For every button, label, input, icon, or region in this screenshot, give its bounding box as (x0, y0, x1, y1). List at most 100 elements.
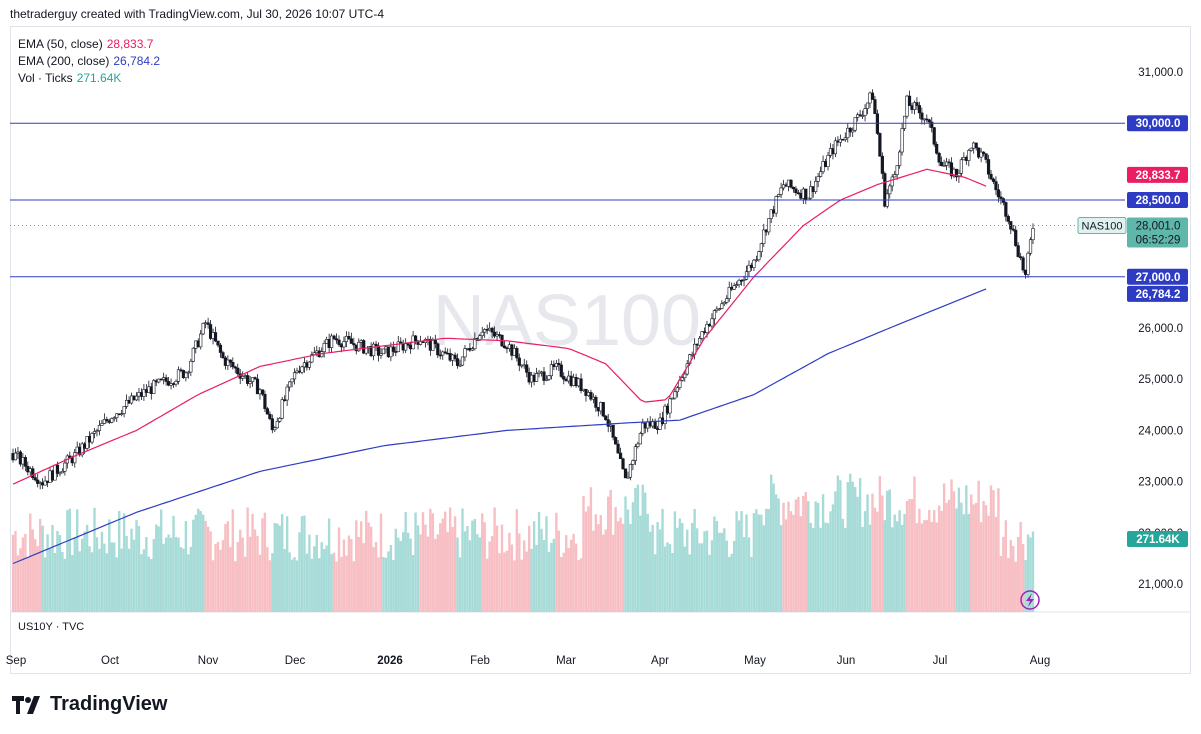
candle-body (226, 359, 230, 366)
candle-body (364, 347, 368, 354)
volume-bar (466, 525, 469, 612)
volume-bar (644, 492, 647, 612)
volume-bar (918, 508, 921, 612)
volume-bar (258, 554, 262, 612)
volume-bar (972, 504, 975, 612)
legend-ema200[interactable]: EMA (200, close) 26,784.2 (18, 53, 160, 70)
volume-bar (488, 541, 491, 612)
candle-body (991, 178, 996, 182)
volume-bar (34, 539, 37, 612)
candle-body (917, 105, 921, 114)
volume-bar (234, 561, 237, 612)
volume-bar (127, 548, 131, 612)
candle-body (310, 354, 314, 363)
volume-bar (856, 496, 859, 612)
candle-body (747, 264, 751, 273)
candle-body (347, 335, 351, 340)
candle-body (944, 161, 949, 166)
legend-volume[interactable]: Vol · Ticks 271.64K (18, 70, 160, 87)
candle-body (460, 356, 465, 366)
volume-bar (527, 525, 531, 612)
volume-bar (271, 553, 274, 612)
candle-body (843, 137, 847, 140)
volume-bar (305, 553, 309, 612)
candle-body (710, 318, 714, 327)
volume-bar (947, 499, 951, 612)
volume-bar (98, 548, 101, 612)
candle-body (999, 196, 1003, 199)
volume-bar (436, 534, 439, 612)
volume-bar (43, 557, 47, 612)
volume-bar (965, 485, 968, 612)
candle-body (791, 186, 796, 190)
volume-bar (955, 508, 958, 612)
lightning-icon-bolt (1026, 593, 1034, 607)
volume-bar (1029, 537, 1032, 612)
volume-bar (878, 476, 882, 612)
volume-bar (555, 512, 558, 612)
volume-bar (471, 520, 474, 612)
candle-body (994, 181, 998, 191)
x-axis-label: 2026 (377, 655, 403, 667)
volume-bar (273, 522, 276, 612)
volume-bar (78, 551, 81, 612)
volume-bar (992, 490, 995, 612)
volume-bar (607, 496, 610, 612)
volume-bar (604, 529, 607, 612)
volume-bar (330, 554, 333, 612)
x-axis-label: Feb (470, 655, 490, 667)
candle-body (774, 196, 778, 214)
volume-bar (952, 491, 956, 612)
volume-bar (646, 513, 649, 612)
legend-ema50[interactable]: EMA (50, close) 28,833.7 (18, 36, 160, 53)
candle-body (389, 346, 393, 358)
volume-bar (752, 513, 756, 612)
candle-body (1014, 229, 1018, 246)
volume-bar (974, 502, 978, 612)
candle-body (737, 279, 741, 285)
candle-body (905, 95, 909, 117)
volume-bar (693, 509, 696, 612)
candle-body (233, 366, 237, 369)
volume-bar (308, 534, 311, 612)
volume-bar (379, 513, 383, 612)
volume-bar (362, 543, 365, 612)
volume-bar (599, 515, 602, 612)
candle-body (13, 452, 18, 461)
candle-body (925, 118, 929, 121)
volume-bar (192, 519, 195, 612)
volume-bar (187, 554, 190, 612)
indicator-legend: EMA (50, close) 28,833.7 EMA (200, close)… (18, 36, 160, 87)
volume-bar (216, 542, 220, 612)
candle-body (752, 259, 756, 268)
candle-body (789, 179, 793, 188)
volume-bar (14, 530, 17, 612)
candle-body (937, 152, 941, 163)
volume-bar (421, 512, 425, 612)
volume-bar (589, 487, 593, 612)
candle-body (332, 335, 336, 340)
volume-bar (1031, 531, 1035, 612)
volume-bar (809, 522, 812, 612)
y-tick-label: 26,000.0 (1138, 323, 1183, 335)
volume-bar (560, 556, 563, 612)
candle-body (241, 376, 245, 379)
volume-bar (29, 513, 32, 612)
volume-bar (384, 557, 388, 612)
volume-bar (177, 537, 180, 612)
candle-body (265, 408, 269, 415)
volume-bar (639, 515, 642, 612)
volume-bar (367, 522, 370, 612)
subpane-label[interactable]: US10Y · TVC (18, 621, 85, 633)
volume-bar (468, 540, 472, 612)
candle-body (670, 397, 675, 400)
candle-body (292, 372, 297, 380)
volume-bar (895, 521, 899, 612)
volume-bar (268, 560, 272, 612)
volume-bar (824, 522, 827, 612)
volume-bar (737, 520, 741, 612)
candle-body (470, 348, 474, 351)
volume-bar (1014, 561, 1017, 612)
volume-bar (873, 507, 877, 612)
